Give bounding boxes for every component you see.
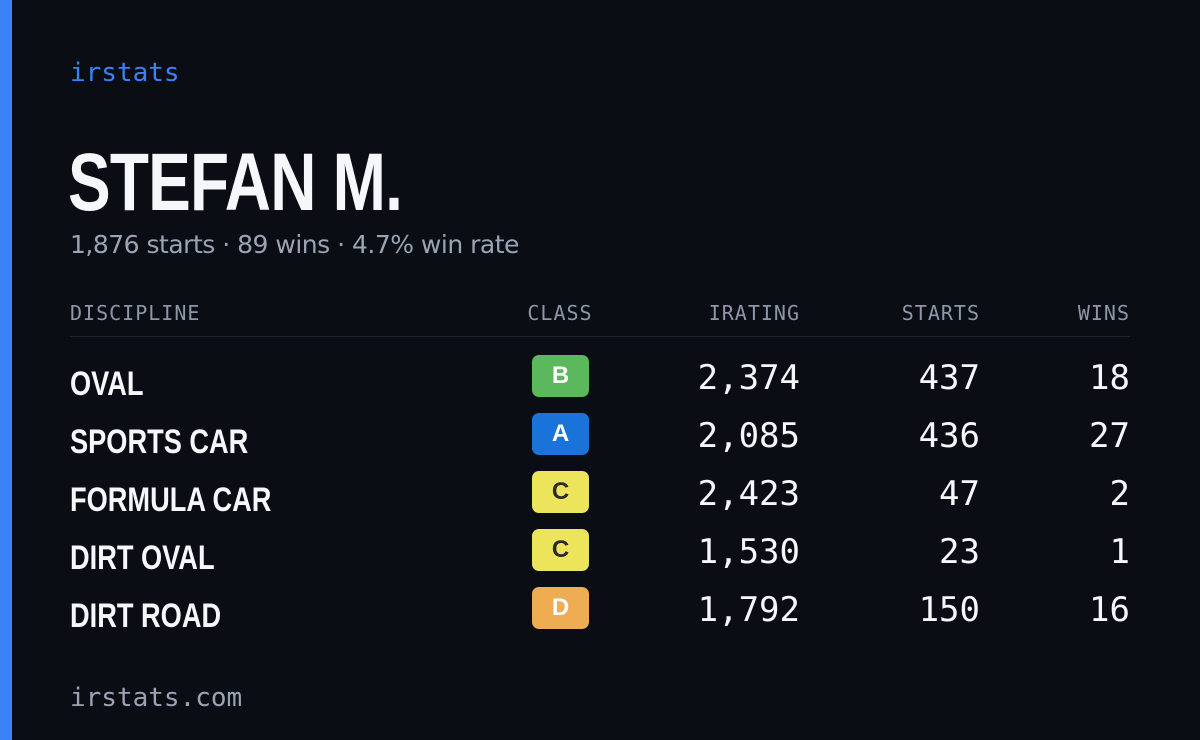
table-row: SPORTS CAR A 2,085 436 27 bbox=[0, 413, 1200, 471]
row-discipline: SPORTS CAR bbox=[70, 423, 249, 461]
row-wins: 27 bbox=[1089, 416, 1130, 456]
class-badge: C bbox=[532, 529, 589, 571]
row-discipline: DIRT OVAL bbox=[70, 539, 215, 577]
row-starts: 436 bbox=[918, 416, 980, 456]
header-irating: IRATING bbox=[708, 301, 800, 325]
row-irating: 1,530 bbox=[697, 532, 800, 572]
brand-logo: irstats bbox=[70, 58, 180, 88]
table-row: DIRT ROAD D 1,792 150 16 bbox=[0, 587, 1200, 645]
row-starts: 150 bbox=[918, 590, 980, 630]
header-divider bbox=[70, 336, 1130, 337]
row-irating: 2,374 bbox=[697, 358, 800, 398]
accent-bar bbox=[0, 0, 12, 740]
table-row: OVAL B 2,374 437 18 bbox=[0, 355, 1200, 413]
row-starts: 437 bbox=[918, 358, 980, 398]
class-badge: D bbox=[532, 587, 589, 629]
row-starts: 23 bbox=[939, 532, 980, 572]
table-row: DIRT OVAL C 1,530 23 1 bbox=[0, 529, 1200, 587]
class-badge: B bbox=[532, 355, 589, 397]
row-discipline: FORMULA CAR bbox=[70, 481, 272, 519]
row-irating: 2,085 bbox=[697, 416, 800, 456]
header-wins: WINS bbox=[1077, 301, 1130, 325]
row-wins: 16 bbox=[1089, 590, 1130, 630]
row-discipline: OVAL bbox=[70, 365, 144, 403]
class-badge: A bbox=[532, 413, 589, 455]
row-wins: 2 bbox=[1109, 474, 1130, 514]
class-badge: C bbox=[532, 471, 589, 513]
row-irating: 2,423 bbox=[697, 474, 800, 514]
row-wins: 1 bbox=[1109, 532, 1130, 572]
header-discipline: DISCIPLINE bbox=[70, 301, 201, 325]
row-discipline: DIRT ROAD bbox=[70, 597, 222, 635]
driver-summary: 1,876 starts · 89 wins · 4.7% win rate bbox=[70, 230, 519, 259]
driver-name: STEFAN M. bbox=[68, 137, 403, 228]
row-wins: 18 bbox=[1089, 358, 1130, 398]
footer-url: irstats.com bbox=[70, 683, 243, 713]
header-starts: STARTS bbox=[901, 301, 980, 325]
row-irating: 1,792 bbox=[697, 590, 800, 630]
row-starts: 47 bbox=[939, 474, 980, 514]
table-row: FORMULA CAR C 2,423 47 2 bbox=[0, 471, 1200, 529]
header-class: CLASS bbox=[527, 301, 593, 325]
